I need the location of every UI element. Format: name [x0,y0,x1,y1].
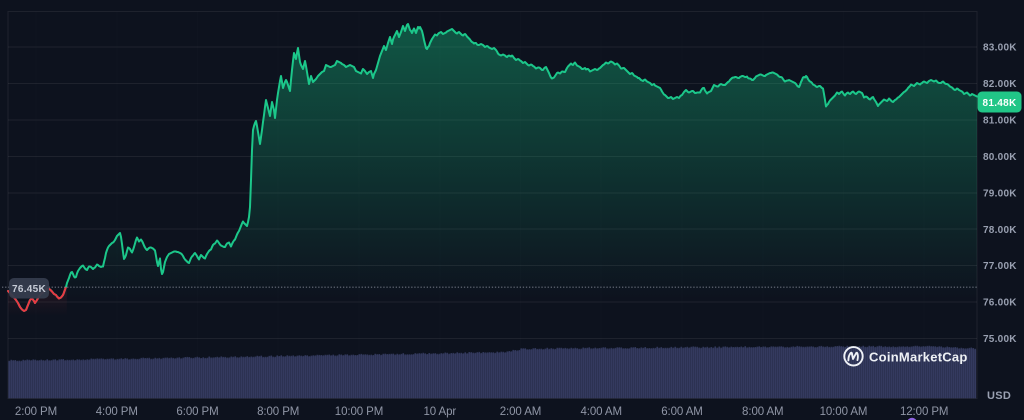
svg-text:83.00K: 83.00K [983,43,1017,54]
svg-text:10:00 PM: 10:00 PM [335,406,383,418]
svg-text:USD: USD [987,390,1011,402]
svg-text:10:00 AM: 10:00 AM [820,406,868,418]
svg-text:2:00 PM: 2:00 PM [15,406,57,418]
svg-text:6:00 AM: 6:00 AM [661,406,703,418]
svg-text:78.00K: 78.00K [983,225,1017,236]
svg-text:12:00 PM: 12:00 PM [900,406,948,418]
svg-text:80.00K: 80.00K [983,152,1017,163]
svg-text:6:00 PM: 6:00 PM [176,406,218,418]
svg-text:8:00 PM: 8:00 PM [257,406,299,418]
svg-text:4:00 AM: 4:00 AM [580,406,622,418]
svg-text:76.00K: 76.00K [983,298,1017,309]
svg-text:CoinMarketCap: CoinMarketCap [869,350,968,365]
svg-text:8:00 AM: 8:00 AM [742,406,784,418]
svg-text:81.48K: 81.48K [982,98,1017,109]
svg-text:4:00 PM: 4:00 PM [96,406,138,418]
svg-text:75.00K: 75.00K [983,334,1017,345]
svg-text:81.00K: 81.00K [983,115,1017,126]
svg-text:10 Apr: 10 Apr [423,406,456,418]
svg-text:76.45K: 76.45K [12,284,47,295]
svg-text:77.00K: 77.00K [983,261,1017,272]
svg-text:79.00K: 79.00K [983,188,1017,199]
svg-text:82.00K: 82.00K [983,79,1017,90]
svg-text:2:00 AM: 2:00 AM [500,406,542,418]
